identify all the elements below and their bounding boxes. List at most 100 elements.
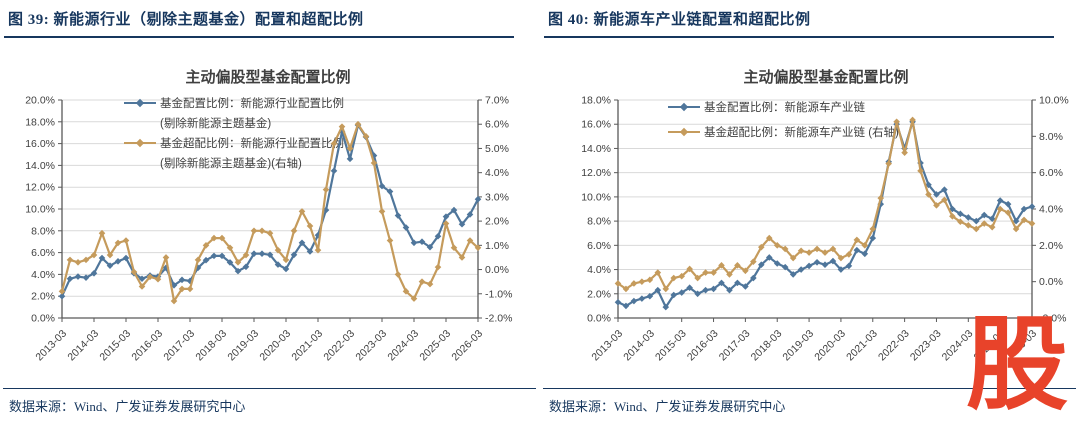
legend-marker-diamond — [679, 102, 689, 112]
series-point-0 — [821, 261, 829, 269]
series-point-0 — [996, 197, 1004, 204]
left-axis-label: 18.0% — [25, 116, 55, 128]
right-axis-label: 1.0% — [485, 240, 509, 252]
left-axis-label: 4.0% — [587, 264, 611, 276]
series-point-0 — [1020, 205, 1028, 213]
series-point-0 — [178, 276, 186, 284]
series-point-1 — [338, 123, 346, 130]
series-point-1 — [450, 244, 458, 252]
series-point-0 — [250, 250, 258, 257]
series-point-0 — [957, 210, 964, 218]
series-point-1 — [694, 274, 701, 282]
series-point-1 — [282, 256, 290, 264]
series-point-1 — [965, 222, 972, 229]
series-point-1 — [394, 271, 402, 278]
series-point-0 — [702, 286, 709, 294]
series-point-0 — [434, 232, 442, 240]
series-point-1 — [980, 220, 988, 227]
series-point-1 — [845, 251, 853, 258]
series-point-0 — [402, 224, 410, 231]
series-point-1 — [829, 245, 837, 253]
series-point-1 — [274, 246, 282, 254]
figure-40-title: 图 40: 新能源车产业链配置和超配比例 — [544, 6, 1054, 38]
series-point-0 — [1012, 217, 1020, 225]
series-point-0 — [114, 258, 122, 265]
series-point-0 — [773, 260, 781, 267]
series-point-1 — [410, 295, 418, 302]
right-axis-label: 6.0% — [1039, 167, 1063, 179]
series-point-1 — [972, 225, 980, 233]
series-point-1 — [322, 186, 330, 193]
series-point-1 — [90, 251, 98, 259]
series-point-1 — [750, 258, 757, 265]
series-point-0 — [638, 295, 646, 302]
series-point-1 — [234, 258, 242, 266]
series-point-1 — [805, 249, 813, 256]
x-axis-label: 2018-03 — [749, 328, 785, 364]
right-axis-label: 4.0% — [1039, 204, 1063, 216]
series-point-1 — [837, 254, 845, 262]
series-point-1 — [162, 254, 170, 261]
series-point-0 — [829, 257, 837, 265]
series-point-1 — [242, 251, 250, 259]
series-point-0 — [258, 250, 266, 257]
left-axis-label: 20.0% — [25, 95, 55, 107]
series-point-1 — [426, 280, 434, 288]
series-point-1 — [466, 237, 474, 244]
series-point-1 — [869, 225, 877, 233]
series-point-0 — [90, 270, 98, 277]
left-axis-label: 2.0% — [587, 288, 611, 300]
legend-marker-diamond — [135, 98, 145, 108]
series-point-1 — [686, 265, 693, 273]
right-axis-label: -2.0% — [485, 313, 512, 325]
series-point-0 — [274, 261, 282, 268]
left-axis-label: 10.0% — [581, 191, 611, 203]
series-point-0 — [122, 254, 130, 262]
legend-marker-diamond — [135, 138, 145, 148]
series-point-0 — [450, 206, 458, 214]
right-axis-label: -2.0% — [1039, 313, 1066, 325]
right-axis-label: 7.0% — [485, 95, 509, 107]
x-axis-label: 2023-03 — [353, 328, 389, 364]
series-point-0 — [474, 195, 482, 203]
series-point-0 — [298, 239, 306, 247]
series-point-0 — [742, 283, 749, 290]
series-point-0 — [338, 128, 346, 135]
series-point-1 — [821, 249, 829, 256]
series-point-0 — [646, 292, 654, 300]
series-point-0 — [330, 167, 338, 175]
legend-label: 基金超配比例：新能源车产业链 (右轴) — [704, 125, 899, 139]
x-axis-label: 2021-03 — [289, 328, 325, 364]
legend-label: 基金配置比例：新能源行业配置比例 — [160, 96, 344, 110]
series-point-0 — [1004, 200, 1012, 208]
series-point-1 — [1020, 216, 1028, 224]
series-point-0 — [758, 261, 765, 269]
series-point-1 — [106, 251, 114, 259]
left-axis-label: 8.0% — [31, 225, 55, 237]
series-point-1 — [654, 269, 662, 276]
series-point-0 — [980, 211, 988, 219]
series-point-0 — [378, 182, 386, 190]
series-point-1 — [853, 236, 861, 244]
right-axis-label: 4.0% — [485, 167, 509, 179]
series-point-0 — [218, 252, 226, 260]
series-point-1 — [742, 267, 749, 275]
right-axis-label: 0.0% — [485, 264, 509, 276]
series-point-1 — [266, 229, 274, 237]
series-point-1 — [458, 254, 466, 261]
series-point-1 — [474, 244, 482, 252]
figure-39-data-source: 数据来源：Wind、广发证券发展研究中心 — [3, 388, 536, 415]
figure-39-title: 图 39: 新能源行业（剔除主题基金）配置和超配比例 — [4, 6, 514, 38]
x-axis-label: 2016-03 — [129, 328, 165, 364]
series-point-0 — [266, 251, 274, 259]
series-point-0 — [949, 205, 956, 213]
series-point-1 — [66, 256, 74, 264]
series-point-1 — [1012, 225, 1020, 233]
left-axis-label: 18.0% — [581, 95, 611, 107]
series-point-0 — [988, 215, 996, 222]
series-point-0 — [813, 258, 821, 266]
series-point-1 — [781, 245, 789, 253]
series-point-0 — [458, 220, 466, 228]
series-point-0 — [202, 256, 210, 264]
series-point-1 — [170, 297, 178, 305]
